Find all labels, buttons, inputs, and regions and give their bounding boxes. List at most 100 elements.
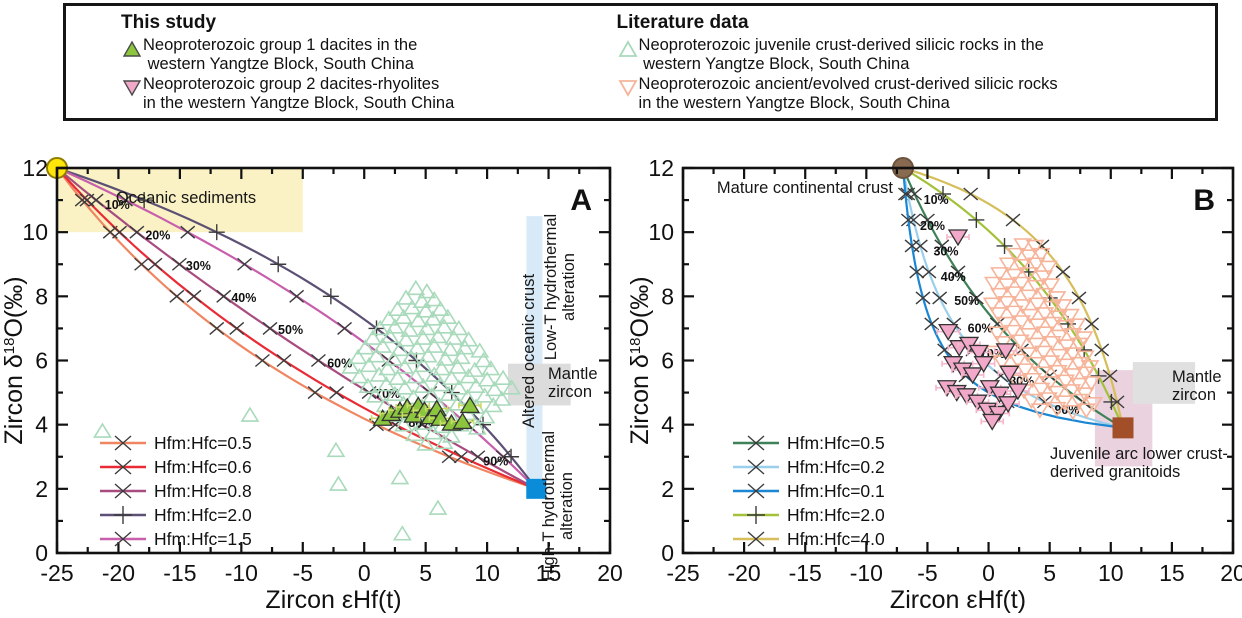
mixing-legend-label: Hfm:Hfc=0.5 [787, 433, 885, 453]
data-point-ancient-evolved-crust-silicic-rocks [1042, 336, 1062, 352]
data-point-juvenile-crust-silicic-rocks [413, 377, 433, 393]
data-point-juvenile-crust-silicic-rocks [493, 369, 513, 385]
x-tick-marker [134, 257, 150, 271]
data-point-group2-dacites-rhyolites [1007, 383, 1029, 401]
data-point-ancient-evolved-crust-silicic-rocks [1047, 291, 1067, 307]
data-point-juvenile-crust-silicic-rocks [396, 289, 416, 305]
x-tick-label: 0 [982, 560, 995, 586]
data-point-ancient-evolved-crust-silicic-rocks [1007, 374, 1027, 390]
data-point-juvenile-crust-silicic-rocks [394, 416, 413, 432]
data-point-juvenile-crust-silicic-rocks [387, 369, 407, 385]
data-point-juvenile-crust-silicic-rocks [485, 380, 504, 397]
data-point-juvenile-crust-silicic-rocks [380, 327, 400, 344]
data-point-juvenile-crust-silicic-rocks [405, 425, 425, 442]
x-tick-label: 20 [1220, 560, 1242, 586]
data-point-juvenile-crust-silicic-rocks [438, 308, 458, 324]
data-point-juvenile-crust-silicic-rocks [448, 395, 468, 411]
x-tick-marker [1094, 343, 1110, 357]
mixing-percent-label: 60% [968, 321, 993, 335]
annotation-label: zircon [548, 383, 592, 401]
data-point-ancient-evolved-crust-silicic-rocks [1056, 320, 1075, 336]
plus-legend-marker-icon [747, 506, 765, 524]
x-tick-label: 15 [536, 560, 562, 586]
data-point-ancient-evolved-crust-silicic-rocks [1075, 366, 1095, 382]
triangle-up-open-icon [617, 40, 638, 57]
mixing-percent-label: 30% [186, 259, 211, 273]
data-point-ancient-evolved-crust-silicic-rocks [1039, 260, 1058, 276]
x-tick-marker [1071, 291, 1087, 305]
x-tick-marker [229, 321, 245, 335]
legend-item-label: Neoproterozoic group 1 dacites in the we… [143, 36, 418, 73]
data-point-ancient-evolved-crust-silicic-rocks [1069, 356, 1089, 373]
x-tick-marker [237, 257, 252, 271]
data-point-juvenile-crust-silicic-rocks [326, 441, 346, 458]
mixing-percent-label: 30% [933, 244, 958, 258]
x-tick-label: 5 [419, 560, 432, 586]
data-point-ancient-evolved-crust-silicic-rocks [1006, 247, 1025, 264]
mixing-percent-label: 50% [278, 323, 303, 337]
legend-item-ancient: Neoproterozoic ancient/evolved crust-der… [617, 75, 1215, 113]
triangle-down-filled-icon [122, 80, 142, 97]
x-tick-marker [921, 265, 937, 279]
x-tick-marker [915, 291, 931, 305]
data-point-juvenile-crust-silicic-rocks [385, 385, 405, 401]
data-point-juvenile-crust-silicic-rocks [396, 331, 416, 347]
data-point-juvenile-crust-silicic-rocks [451, 348, 471, 365]
data-point-juvenile-crust-silicic-rocks [370, 319, 390, 336]
data-point-juvenile-crust-silicic-rocks [376, 376, 396, 392]
data-point-juvenile-crust-silicic-rocks [439, 385, 459, 401]
data-point-juvenile-crust-silicic-rocks [477, 371, 497, 387]
axis-ticks [55, 166, 612, 555]
data-point-ancient-evolved-crust-silicic-rocks [985, 345, 1005, 362]
data-point-ancient-evolved-crust-silicic-rocks [1039, 392, 1058, 408]
data-point-group2-dacites-rhyolites [982, 413, 1003, 431]
y-tick-label: 4 [35, 412, 48, 438]
data-point-juvenile-crust-silicic-rocks [385, 318, 405, 334]
mixing-percent-label: 50% [954, 294, 979, 308]
mixing-legend-label: Hfm:Hfc=2.0 [787, 505, 885, 525]
data-point-juvenile-crust-silicic-rocks [406, 279, 426, 296]
data-point-juvenile-crust-silicic-rocks [416, 302, 436, 318]
data-point-ancient-evolved-crust-silicic-rocks [1042, 316, 1062, 333]
data-point-juvenile-crust-silicic-rocks [424, 291, 444, 307]
x-tick-marker [950, 265, 966, 279]
data-point-juvenile-crust-silicic-rocks [403, 388, 423, 405]
data-point-juvenile-crust-silicic-rocks [473, 351, 493, 368]
x-tick-marker [470, 450, 486, 464]
data-point-juvenile-crust-silicic-rocks [448, 358, 468, 374]
data-point-ancient-evolved-crust-silicic-rocks [997, 278, 1017, 294]
x-axis-title: Zircon εHf(t) [265, 586, 401, 614]
x-tick-marker [1109, 395, 1125, 409]
annotation-label: Juvenile arc lower crust- [1050, 445, 1228, 463]
data-point-ancient-evolved-crust-silicic-rocks [1069, 337, 1089, 353]
data-point-ancient-evolved-crust-silicic-rocks [1034, 345, 1053, 362]
legend-title-literature: Literature data [616, 12, 749, 33]
x-tick-label: 5 [1043, 560, 1056, 586]
data-point-ancient-evolved-crust-silicic-rocks [1021, 393, 1041, 410]
data-point-ancient-evolved-crust-silicic-rocks [1004, 286, 1024, 302]
x-tick-marker [289, 289, 305, 303]
mixing-percent-label: 20% [920, 219, 945, 233]
data-point-ancient-evolved-crust-silicic-rocks [1013, 238, 1033, 254]
plus-tick-marker [136, 192, 153, 209]
region-altered-oceanic-crust-bar [526, 216, 543, 489]
data-point-ancient-evolved-crust-silicic-rocks [996, 316, 1016, 333]
data-point-juvenile-crust-silicic-rocks [384, 350, 404, 366]
data-point-ancient-evolved-crust-silicic-rocks [1019, 267, 1039, 283]
plus-tick-marker [996, 237, 1013, 254]
data-point-juvenile-crust-silicic-rocks [449, 379, 469, 395]
annotation-label: Oceanic sediments [116, 189, 256, 207]
data-point-ancient-evolved-crust-silicic-rocks [1053, 299, 1073, 315]
x-tick-marker [180, 225, 196, 239]
data-point-ancient-evolved-crust-silicic-rocks [1030, 403, 1050, 419]
data-point-ancient-evolved-crust-silicic-rocks [1035, 307, 1055, 323]
y-tick-label: 6 [35, 348, 48, 374]
panel-A: 10%20%30%40%50%60%70%80%90%Oceanic sedim… [0, 155, 623, 614]
data-point-ancient-evolved-crust-silicic-rocks [1063, 405, 1083, 421]
x-tick-marker [963, 187, 979, 201]
data-point-juvenile-crust-silicic-rocks [363, 329, 383, 345]
x-tick-marker [216, 289, 232, 303]
endmember-altered-oceanic-crust-endmember [526, 478, 547, 499]
x-legend-marker-icon [747, 459, 765, 475]
